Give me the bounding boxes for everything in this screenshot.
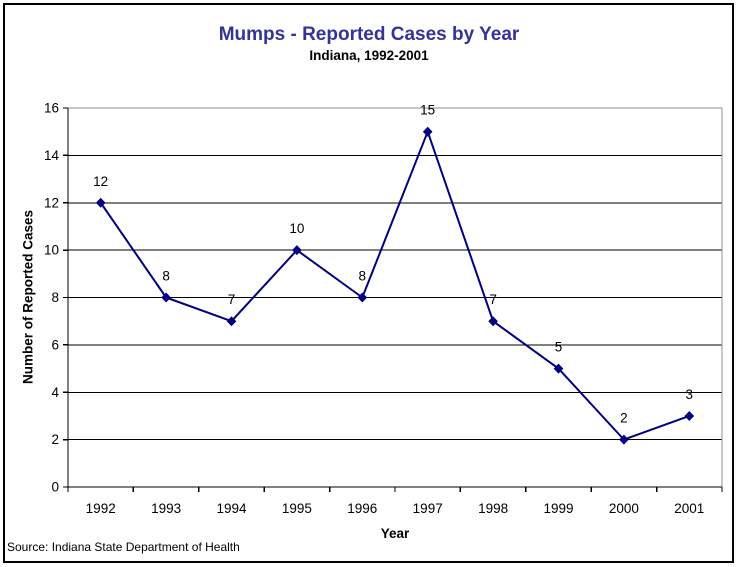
data-point-1994 — [226, 316, 237, 327]
data-point-1996 — [357, 292, 368, 303]
data-point-1999 — [553, 363, 564, 374]
data-label-2001: 3 — [686, 387, 694, 402]
data-point-1993 — [161, 292, 171, 303]
x-tick-label-2001: 2001 — [674, 501, 704, 516]
y-tick-label-14: 14 — [44, 148, 60, 163]
data-label-1996: 8 — [359, 269, 367, 284]
data-point-2001 — [684, 410, 695, 421]
x-tick-label-2000: 2000 — [609, 501, 639, 516]
x-tick-label-1992: 1992 — [86, 501, 116, 516]
x-tick-label-1996: 1996 — [347, 501, 377, 516]
data-label-1995: 10 — [289, 221, 304, 236]
data-point-2000 — [619, 434, 629, 445]
x-tick-label-1998: 1998 — [478, 501, 508, 516]
data-label-2000: 2 — [620, 411, 628, 426]
source-note: Source: Indiana State Department of Heal… — [7, 540, 240, 554]
x-tick-label-1997: 1997 — [413, 501, 443, 516]
x-tick-label-1999: 1999 — [543, 501, 573, 516]
data-label-1999: 5 — [555, 340, 563, 355]
y-tick-label-4: 4 — [51, 385, 59, 400]
y-tick-label-2: 2 — [51, 432, 59, 447]
chart-subtitle: Indiana, 1992-2001 — [309, 48, 429, 63]
data-point-1992 — [95, 197, 106, 208]
x-tick-label-1995: 1995 — [282, 501, 312, 516]
y-tick-label-10: 10 — [44, 243, 59, 258]
x-tick-label-1993: 1993 — [151, 501, 181, 516]
y-tick-label-0: 0 — [51, 480, 59, 495]
series-line — [99, 130, 690, 441]
data-label-1994: 7 — [228, 292, 236, 307]
y-tick-label-6: 6 — [51, 337, 59, 352]
x-tick-label-1994: 1994 — [216, 501, 247, 516]
y-tick-label-16: 16 — [44, 101, 59, 116]
data-point-1998 — [488, 316, 498, 327]
y-tick-label-8: 8 — [51, 290, 59, 305]
data-point-1995 — [292, 245, 302, 256]
data-label-1992: 12 — [93, 174, 108, 189]
chart-title: Mumps - Reported Cases by Year — [218, 24, 520, 45]
data-point-1997 — [422, 126, 433, 137]
y-tick-label-12: 12 — [44, 195, 59, 210]
data-label-1998: 7 — [489, 292, 497, 307]
x-axis-title: Year — [380, 526, 410, 541]
data-label-1993: 8 — [162, 269, 170, 284]
data-label-1997: 15 — [420, 103, 435, 118]
